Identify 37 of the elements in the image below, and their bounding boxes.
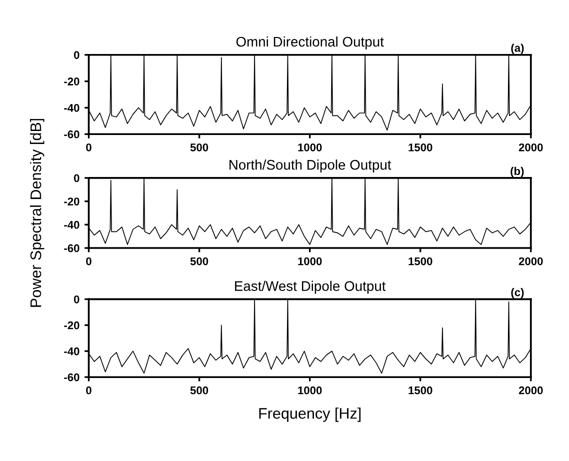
- x-tick-label: 500: [190, 386, 208, 394]
- x-tick-label: 0: [86, 257, 92, 266]
- text: (b): [510, 166, 524, 178]
- chart-title: Omni Directional Output: [236, 36, 384, 50]
- line-series: [88, 178, 531, 245]
- y-tick-label: 0: [74, 295, 80, 304]
- line-series: [88, 299, 531, 374]
- x-tick-label: 1000: [298, 257, 322, 266]
- x-tick-label: 500: [190, 143, 208, 152]
- y-tick-label: -40: [64, 104, 80, 112]
- x-tick-label: 1000: [298, 143, 322, 152]
- x-tick-label: 2000: [518, 386, 543, 394]
- x-tick-label: 0: [86, 143, 92, 152]
- y-tick-label: -20: [64, 198, 80, 206]
- chart-title: East/West Dipole Output: [235, 280, 386, 294]
- y-tick-label: -40: [64, 347, 80, 356]
- y-tick-label: -60: [64, 130, 80, 138]
- y-tick-label: -60: [64, 244, 80, 252]
- text: (a): [511, 44, 524, 54]
- y-tick-label: -20: [64, 78, 80, 86]
- x-tick-label: 1000: [298, 386, 322, 394]
- x-tick-label: 0: [86, 386, 92, 394]
- text: (c): [511, 288, 524, 298]
- x-tick-label: 2000: [518, 143, 543, 152]
- x-tick-label: 1500: [408, 386, 432, 394]
- chart-title: North/South Dipole Output: [230, 160, 392, 172]
- x-axis-title: Frequency [Hz]: [259, 408, 361, 422]
- y-axis-title: Power Spectral Density [dB]: [30, 118, 44, 307]
- x-tick-label: 1500: [408, 257, 432, 266]
- x-tick-label: 2000: [518, 257, 543, 266]
- y-tick-label: 0: [74, 174, 80, 182]
- y-tick-label: -60: [64, 373, 80, 382]
- x-tick-label: 500: [190, 257, 208, 266]
- y-tick-label: -20: [64, 321, 80, 330]
- y-tick-label: 0: [74, 51, 80, 59]
- x-tick-label: 1500: [408, 143, 432, 152]
- y-tick-label: -40: [64, 220, 80, 229]
